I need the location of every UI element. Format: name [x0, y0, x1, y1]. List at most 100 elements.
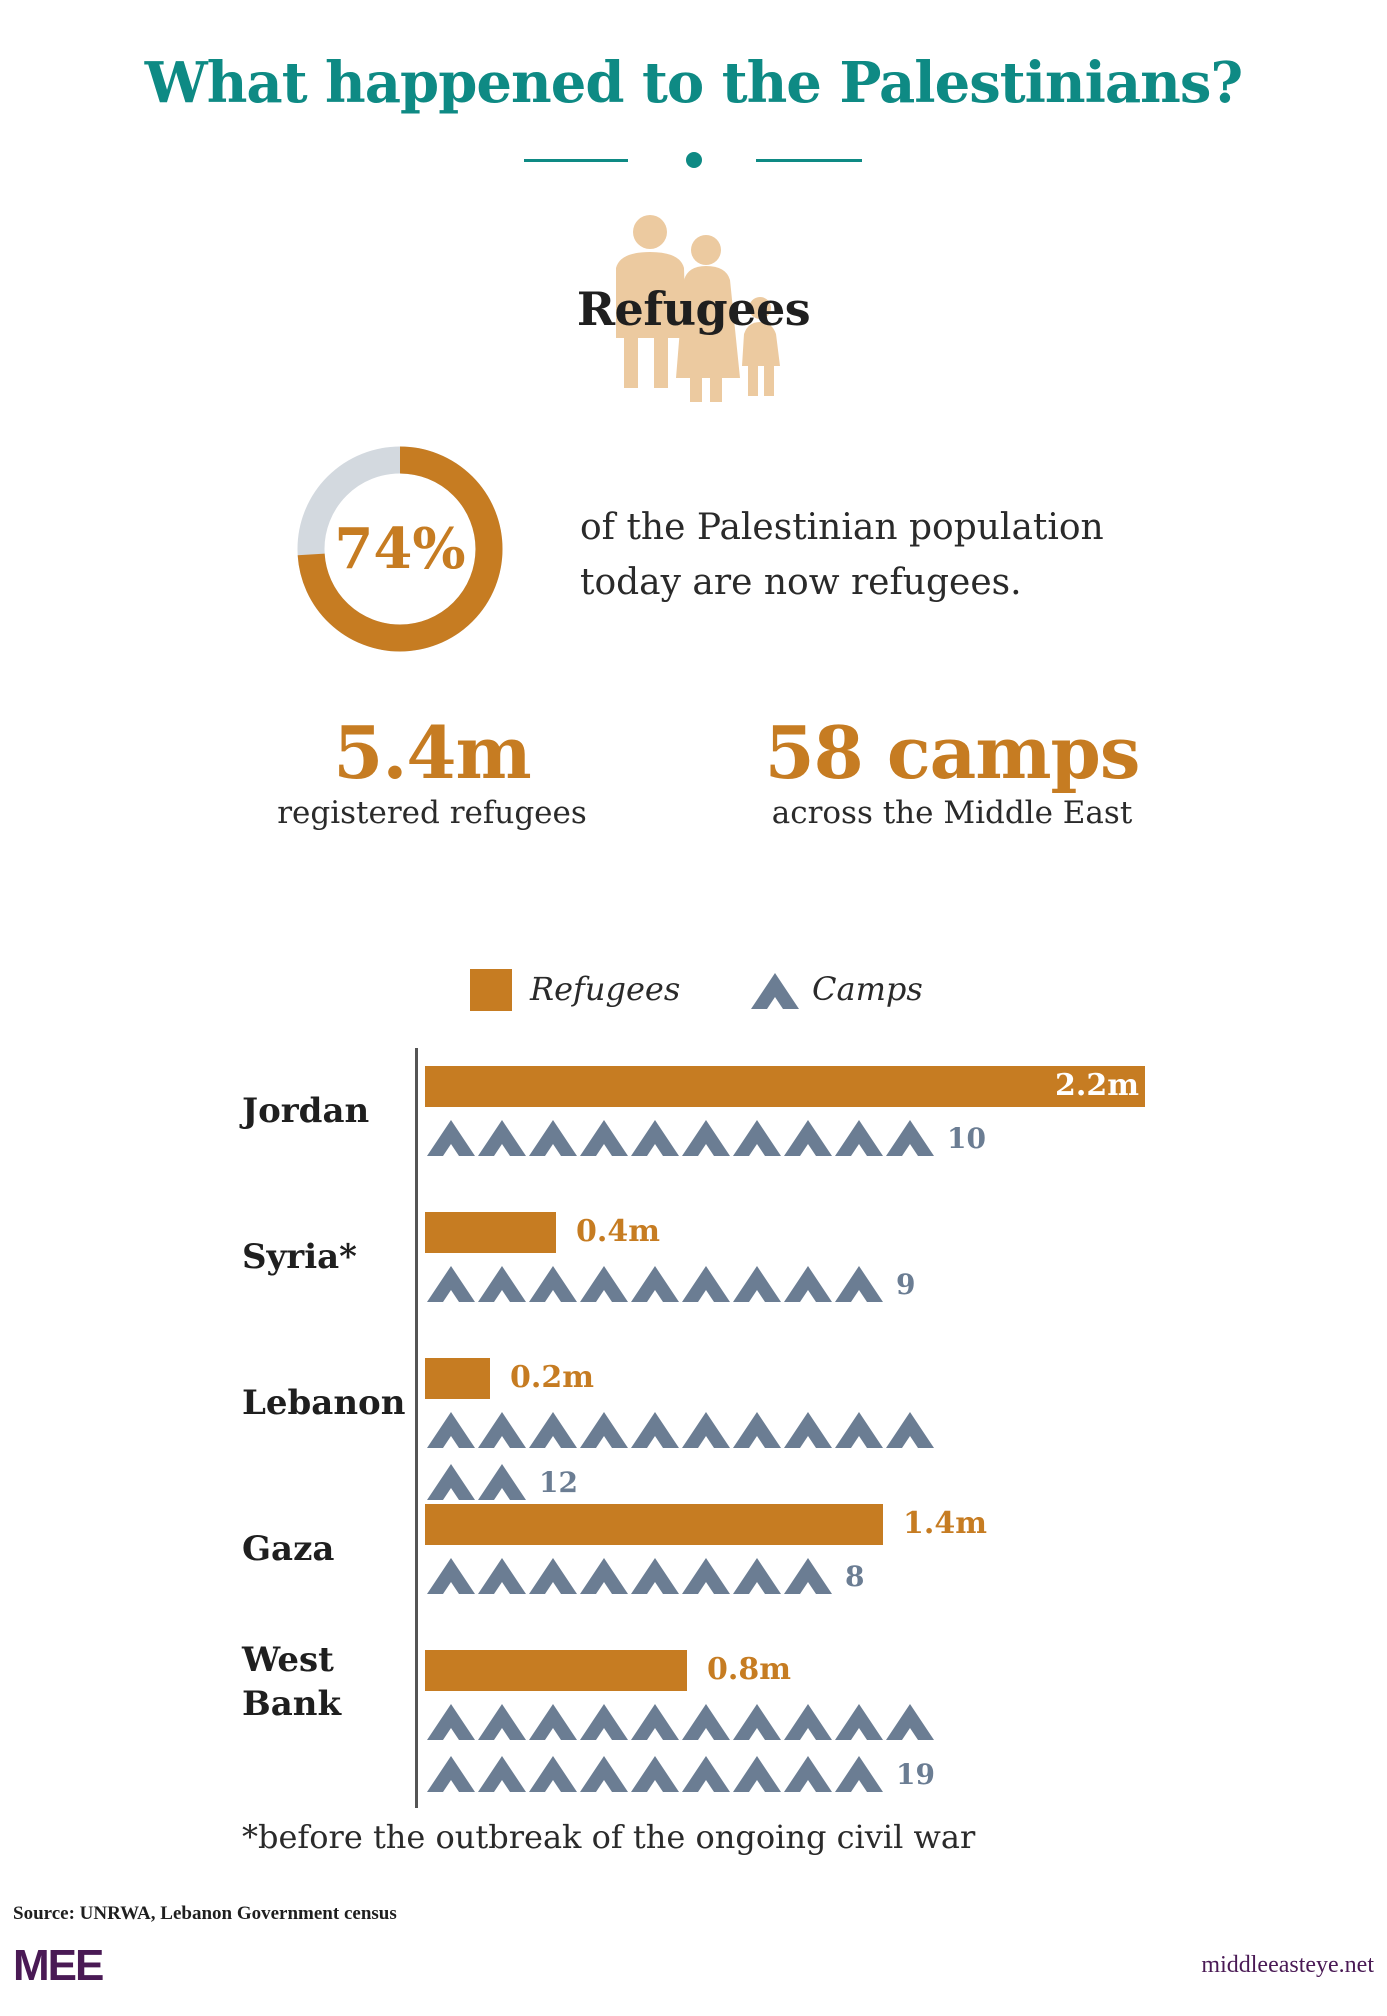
legend-refugees-label: Refugees	[530, 970, 681, 1008]
camp-icon	[682, 1756, 730, 1792]
camp-icon	[682, 1266, 730, 1302]
camp-icon	[529, 1558, 577, 1594]
camp-icon	[835, 1120, 883, 1156]
stat-camps: 58 camps across the Middle East	[742, 710, 1162, 831]
country-label: West Bank	[242, 1640, 342, 1724]
camp-count-label: 9	[896, 1268, 916, 1301]
camp-icon	[580, 1120, 628, 1156]
camp-icon	[478, 1756, 526, 1792]
camp-icon	[835, 1704, 883, 1740]
camp-icon	[835, 1756, 883, 1792]
camp-icon	[682, 1120, 730, 1156]
refugee-bar-label: 1.4m	[903, 1506, 987, 1541]
camp-icon	[784, 1558, 832, 1594]
camp-icon	[478, 1412, 526, 1448]
refugee-bar-label: 2.2m	[1055, 1068, 1139, 1103]
camp-icon	[580, 1266, 628, 1302]
camp-icon	[682, 1558, 730, 1594]
camp-icon	[529, 1704, 577, 1740]
stat-label: across the Middle East	[771, 795, 1133, 831]
camp-icon	[886, 1120, 934, 1156]
camp-icon	[427, 1412, 475, 1448]
legend-refugees-swatch	[470, 969, 512, 1011]
camp-icons-row	[427, 1412, 934, 1448]
camp-icon	[478, 1464, 526, 1500]
refugee-donut-chart: 74%	[297, 446, 503, 652]
camp-icon	[886, 1704, 934, 1740]
camp-icon	[835, 1266, 883, 1302]
camp-icon	[784, 1704, 832, 1740]
camp-icon	[427, 1756, 475, 1792]
stat-label: registered refugees	[277, 795, 587, 831]
country-label: Gaza	[242, 1529, 335, 1569]
legend-camps-label: Camps	[812, 970, 923, 1008]
camp-icons-row	[427, 1704, 934, 1740]
camp-icon	[580, 1558, 628, 1594]
refugee-bar-label: 0.8m	[707, 1652, 791, 1687]
camp-icon	[427, 1704, 475, 1740]
camp-icon	[835, 1412, 883, 1448]
refugee-bar	[425, 1066, 1145, 1107]
camp-icon	[529, 1266, 577, 1302]
camp-icon	[631, 1120, 679, 1156]
camp-icon	[631, 1756, 679, 1792]
stat-value: 5.4m	[333, 710, 531, 795]
camp-count-label: 10	[947, 1122, 986, 1155]
mee-logo: MEE	[13, 1942, 105, 1986]
camp-icon	[682, 1704, 730, 1740]
stat-registered-refugees: 5.4m registered refugees	[262, 710, 602, 831]
refugee-bar-label: 0.2m	[510, 1360, 594, 1395]
refugee-bar	[425, 1212, 556, 1253]
camp-icon	[784, 1756, 832, 1792]
country-label: Jordan	[242, 1091, 370, 1131]
camp-icon	[784, 1412, 832, 1448]
section-title: Refugees	[576, 282, 811, 336]
camp-icon	[427, 1558, 475, 1594]
camp-icon	[427, 1464, 475, 1500]
source-note: Source: UNRWA, Lebanon Government census	[13, 1903, 397, 1924]
camp-icon	[733, 1704, 781, 1740]
refugee-family-icon	[616, 215, 780, 402]
camp-icon	[733, 1266, 781, 1302]
camp-icon	[529, 1120, 577, 1156]
divider-dot	[686, 152, 702, 168]
camp-icon	[478, 1558, 526, 1594]
refugee-bar	[425, 1358, 490, 1399]
donut-description-line2: today are now refugees.	[580, 562, 1022, 603]
donut-description: of the Palestinian population today are …	[580, 500, 1104, 610]
camp-icon	[529, 1756, 577, 1792]
refugee-bar-label: 0.4m	[576, 1214, 660, 1249]
camp-icons-row	[427, 1756, 883, 1792]
camp-icons-row	[427, 1558, 832, 1594]
camp-icon	[784, 1120, 832, 1156]
camp-icon	[427, 1266, 475, 1302]
stat-value: 58 camps	[764, 710, 1141, 795]
chart-axis	[415, 1048, 418, 1808]
camp-icon	[580, 1412, 628, 1448]
country-label: Lebanon	[242, 1383, 406, 1423]
camp-icon	[631, 1704, 679, 1740]
country-label: Syria*	[242, 1237, 357, 1277]
camp-icon	[478, 1120, 526, 1156]
camp-icon	[733, 1558, 781, 1594]
divider-line-left	[524, 159, 628, 162]
site-url: middleeasteye.net	[1201, 1952, 1374, 1978]
camp-icon	[784, 1266, 832, 1302]
camp-icon	[733, 1756, 781, 1792]
camp-icon	[580, 1756, 628, 1792]
camp-icon	[631, 1266, 679, 1302]
camp-icon	[733, 1412, 781, 1448]
camp-icon	[529, 1412, 577, 1448]
donut-fill	[297, 446, 503, 652]
camp-icon	[631, 1558, 679, 1594]
divider-line-right	[756, 159, 862, 162]
camp-icon	[682, 1412, 730, 1448]
footnote: *before the outbreak of the ongoing civi…	[242, 1818, 976, 1856]
camp-icons-row	[427, 1464, 526, 1500]
refugee-bar	[425, 1650, 687, 1691]
camp-icon	[478, 1266, 526, 1302]
camp-icon	[733, 1120, 781, 1156]
refugee-bar	[425, 1504, 883, 1545]
camp-icon	[580, 1704, 628, 1740]
camp-icons-row	[427, 1120, 934, 1156]
